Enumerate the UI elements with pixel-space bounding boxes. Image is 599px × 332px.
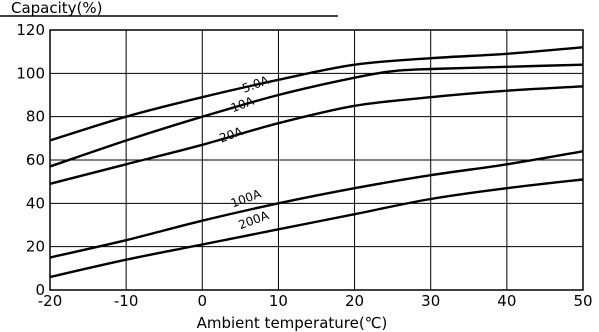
- series-line-20a: [49, 85, 584, 185]
- x-tick-label: 0: [198, 292, 208, 310]
- x-tick-label: 20: [345, 292, 364, 310]
- y-tick-label: 100: [16, 64, 45, 82]
- series-line-10a: [49, 63, 584, 168]
- x-tick-label: 10: [269, 292, 288, 310]
- y-axis-title: Capacity(%): [11, 0, 103, 17]
- series-line-200a: [49, 178, 584, 279]
- y-tick-label: 120: [16, 21, 45, 39]
- x-tick-label: 30: [421, 292, 440, 310]
- series-line-5-0a: [49, 46, 584, 142]
- y-tick-label: 40: [26, 194, 45, 212]
- series-label: 20A: [218, 124, 246, 146]
- y-tick-label: 0: [35, 281, 45, 299]
- y-tick-label: 60: [26, 151, 45, 169]
- x-axis-title: Ambient temperature(℃): [197, 314, 388, 332]
- y-tick-label: 20: [26, 238, 45, 256]
- series-label: 5.0A: [240, 73, 271, 96]
- tick-layer: -20 -10 0 10 20 30 40 50 0 20 40 60 80 100 120: [16, 21, 592, 310]
- y-tick-label: 80: [26, 108, 45, 126]
- series-line-100a: [49, 150, 584, 259]
- x-tick-label: -10: [114, 292, 139, 310]
- series-label: 10A: [229, 94, 257, 116]
- plot-frame: [49, 29, 584, 291]
- x-tick-label: 50: [573, 292, 592, 310]
- grid: [50, 30, 583, 290]
- x-tick-label: 40: [497, 292, 516, 310]
- x-tick-label: -20: [38, 292, 63, 310]
- series-layer: [49, 46, 584, 279]
